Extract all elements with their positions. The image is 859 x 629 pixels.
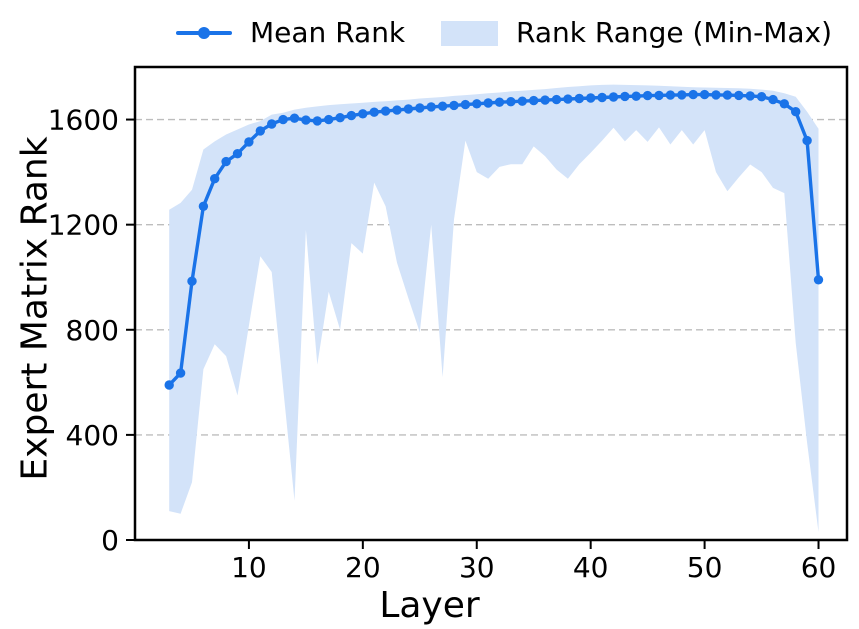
legend-label-rank-range: Rank Range (Min-Max) (516, 16, 833, 49)
mean-rank-markers (164, 89, 824, 390)
data-point (312, 116, 322, 126)
data-point (392, 105, 402, 115)
mean-rank-line-swatch (176, 27, 232, 39)
data-point (540, 95, 550, 105)
data-point (358, 109, 368, 119)
y-tick-label: 400 (66, 419, 119, 452)
data-point (506, 97, 516, 107)
plot-border (133, 65, 849, 542)
data-point (768, 94, 778, 105)
data-point (289, 113, 300, 123)
data-point (574, 93, 584, 104)
data-point (437, 101, 448, 111)
data-point (267, 119, 277, 129)
y-tick-label: 0 (101, 524, 119, 557)
data-point (756, 92, 767, 102)
data-point (198, 201, 209, 211)
data-point (403, 104, 414, 114)
data-point (529, 95, 539, 106)
data-point (426, 102, 436, 112)
data-point (745, 91, 755, 101)
data-point (460, 99, 471, 110)
data-point (517, 96, 527, 106)
data-point (324, 114, 334, 125)
legend-item-rank-range: Rank Range (Min-Max) (441, 19, 832, 47)
data-point (779, 99, 789, 109)
x-tick-label: 20 (345, 551, 381, 584)
x-tick-label: 50 (687, 551, 723, 584)
data-point (369, 107, 379, 117)
y-axis-label: Expert Matrix Rank (14, 136, 56, 481)
data-point (711, 90, 721, 100)
data-point (255, 126, 265, 136)
data-point (187, 276, 197, 286)
data-point (791, 107, 801, 117)
data-point (415, 103, 425, 113)
data-point (494, 97, 505, 107)
y-tick-label: 1200 (48, 209, 119, 242)
x-tick-label: 30 (459, 551, 495, 584)
rank-range-band (169, 84, 819, 533)
data-point (620, 91, 630, 102)
data-point (210, 174, 220, 184)
data-point (232, 149, 243, 159)
mean-rank-line (167, 92, 821, 387)
data-point (164, 380, 174, 390)
y-tick-label: 1600 (48, 104, 119, 137)
data-point (631, 91, 641, 101)
data-point (665, 90, 676, 100)
x-tick-label: 10 (231, 551, 267, 584)
mean-rank-marker-icon (198, 27, 210, 39)
data-point (677, 90, 687, 100)
x-tick-label: 60 (801, 551, 837, 584)
data-point (221, 156, 231, 167)
axis-ticks: 0 400 800 1200 1600 10 20 30 40 50 60 (48, 104, 837, 584)
data-point (483, 98, 493, 108)
data-point (301, 115, 311, 125)
data-point (802, 135, 812, 146)
data-point (551, 94, 562, 105)
data-point (608, 92, 619, 102)
data-point (472, 99, 482, 109)
data-point (563, 94, 573, 104)
legend-item-mean-rank: Mean Rank (176, 19, 405, 47)
data-point (597, 92, 607, 103)
data-point (654, 90, 664, 101)
data-point (380, 106, 391, 116)
rank-range-patch-swatch (441, 20, 498, 46)
data-point (175, 368, 186, 378)
data-point (722, 90, 733, 100)
data-point (586, 93, 596, 103)
data-point (244, 137, 254, 147)
data-point (642, 90, 653, 101)
legend-label-mean-rank: Mean Rank (250, 16, 406, 49)
data-point (335, 113, 345, 123)
data-point (813, 275, 824, 285)
data-point (699, 89, 710, 100)
data-point (688, 89, 698, 100)
data-point (734, 90, 744, 101)
x-axis-label: Layer (379, 585, 480, 626)
data-point (449, 100, 459, 111)
data-point (278, 114, 288, 125)
x-tick-label: 40 (573, 551, 609, 584)
y-tick-label: 800 (66, 314, 119, 347)
data-point (346, 110, 357, 121)
